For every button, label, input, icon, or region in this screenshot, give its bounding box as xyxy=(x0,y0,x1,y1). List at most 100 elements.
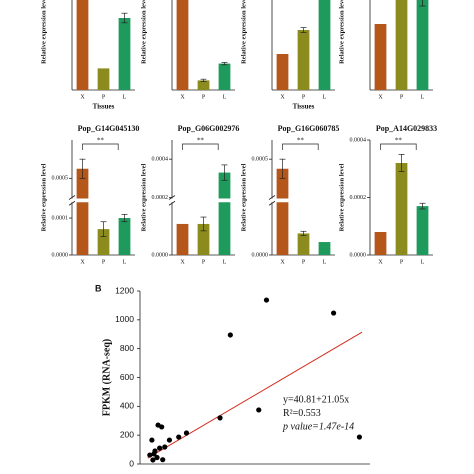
fit-annotation: R²=0.553 xyxy=(283,408,321,419)
x-tick-label: X xyxy=(180,94,185,100)
x-tick-label: L xyxy=(323,94,327,100)
error-bar xyxy=(221,62,228,66)
y-axis-label: Relative expression level xyxy=(240,163,247,231)
chart-title: Pop_G06G002976 xyxy=(178,124,240,133)
bar xyxy=(297,233,310,255)
x-tick-label: X xyxy=(280,259,285,265)
bar xyxy=(318,0,331,90)
x-tick-label: X xyxy=(180,259,185,265)
x-tick-label: L xyxy=(421,259,425,265)
x-tick-label: P xyxy=(102,94,106,100)
data-point xyxy=(256,407,262,413)
axis-break-mark xyxy=(268,200,276,206)
y-axis-label: Relative expression level xyxy=(140,0,147,64)
error-bar xyxy=(200,216,207,232)
bar xyxy=(395,0,408,90)
bar xyxy=(218,172,231,255)
x-axis-label: Tissues xyxy=(93,103,115,111)
y-axis-label: FPKM (RNA-seq) xyxy=(101,339,112,416)
x-tick-label: P xyxy=(302,94,306,100)
y-tick-label: 0.0001 xyxy=(52,215,69,221)
significance-label: ** xyxy=(97,137,105,145)
data-point xyxy=(159,424,165,430)
bar xyxy=(97,229,110,255)
data-point xyxy=(154,454,160,461)
bar xyxy=(416,0,429,90)
axis-break-gap xyxy=(169,198,235,203)
x-tick-label: L xyxy=(223,94,227,100)
bar xyxy=(176,0,189,90)
data-point xyxy=(157,445,163,451)
significance-label: ** xyxy=(395,137,403,145)
x-tick-label: P xyxy=(102,259,106,265)
bar xyxy=(297,30,310,90)
error-bar xyxy=(419,202,426,210)
bar xyxy=(176,223,189,255)
data-point xyxy=(331,310,337,316)
data-point xyxy=(160,457,166,463)
y-tick-label: 0.0002 xyxy=(350,195,367,201)
y-axis-label: Relative expression level xyxy=(240,0,247,64)
bar xyxy=(197,223,210,255)
error-bar xyxy=(300,230,307,236)
x-tick-label: P xyxy=(400,94,404,100)
error-bar xyxy=(121,213,128,223)
significance-bracket xyxy=(282,143,319,150)
x-tick-label: P xyxy=(202,94,206,100)
fit-annotation: p value=1.47e-14 xyxy=(282,421,354,432)
bar xyxy=(395,163,408,255)
x-tick-label: X xyxy=(378,94,383,100)
error-bar xyxy=(121,12,128,24)
bar xyxy=(374,24,387,90)
bar xyxy=(97,68,110,90)
bar xyxy=(118,218,131,255)
y-axis-label: Relative expression level xyxy=(40,0,47,64)
bar xyxy=(416,206,429,255)
axis-break-mark xyxy=(168,200,176,206)
y-tick-label: 400 xyxy=(120,401,134,411)
x-tick-label: P xyxy=(202,259,206,265)
x-tick-label: X xyxy=(280,94,285,100)
error-bar xyxy=(279,158,286,179)
bar xyxy=(374,232,387,255)
data-point xyxy=(176,434,182,440)
x-tick-label: L xyxy=(123,94,127,100)
error-bar xyxy=(200,78,207,82)
chart-title: Pop_A14G029833 xyxy=(376,124,437,133)
significance-bracket xyxy=(82,143,119,150)
error-bar xyxy=(79,158,86,179)
significance-bracket xyxy=(380,143,417,150)
significance-bracket xyxy=(182,143,219,150)
bar xyxy=(197,80,210,90)
significance-label: ** xyxy=(197,137,205,145)
bar xyxy=(318,242,331,255)
y-tick-label: 0.0000 xyxy=(350,252,367,258)
bar xyxy=(118,18,131,90)
chart-title: Pop_G16G060785 xyxy=(278,124,340,133)
y-axis-label: Relative expression level xyxy=(40,163,47,231)
data-point xyxy=(217,415,223,421)
error-bar xyxy=(221,164,228,181)
y-tick-label: 0.0004 xyxy=(152,157,169,163)
y-tick-label: 600 xyxy=(120,372,134,382)
y-tick-label: 0.0002 xyxy=(152,195,169,201)
axis-break-mark xyxy=(68,200,76,206)
error-bar xyxy=(300,27,307,33)
x-tick-label: L xyxy=(223,259,227,265)
fit-annotation: y=40.81+21.05x xyxy=(283,394,349,405)
data-point xyxy=(147,452,153,458)
error-bar xyxy=(419,0,426,7)
data-point xyxy=(356,434,363,440)
y-tick-label: 0.0000 xyxy=(152,252,169,258)
x-tick-label: X xyxy=(378,259,383,265)
y-tick-label: 0.0000 xyxy=(52,252,69,258)
trendline xyxy=(147,331,363,459)
y-tick-label: 0.0005 xyxy=(252,157,269,163)
y-tick-label: 0.0005 xyxy=(52,176,69,182)
y-axis-label: Relative expression level xyxy=(140,163,147,231)
y-tick-label: 800 xyxy=(120,343,134,353)
data-point xyxy=(162,444,168,450)
bar xyxy=(76,168,89,255)
y-axis-label: Relative expression level xyxy=(338,163,345,231)
